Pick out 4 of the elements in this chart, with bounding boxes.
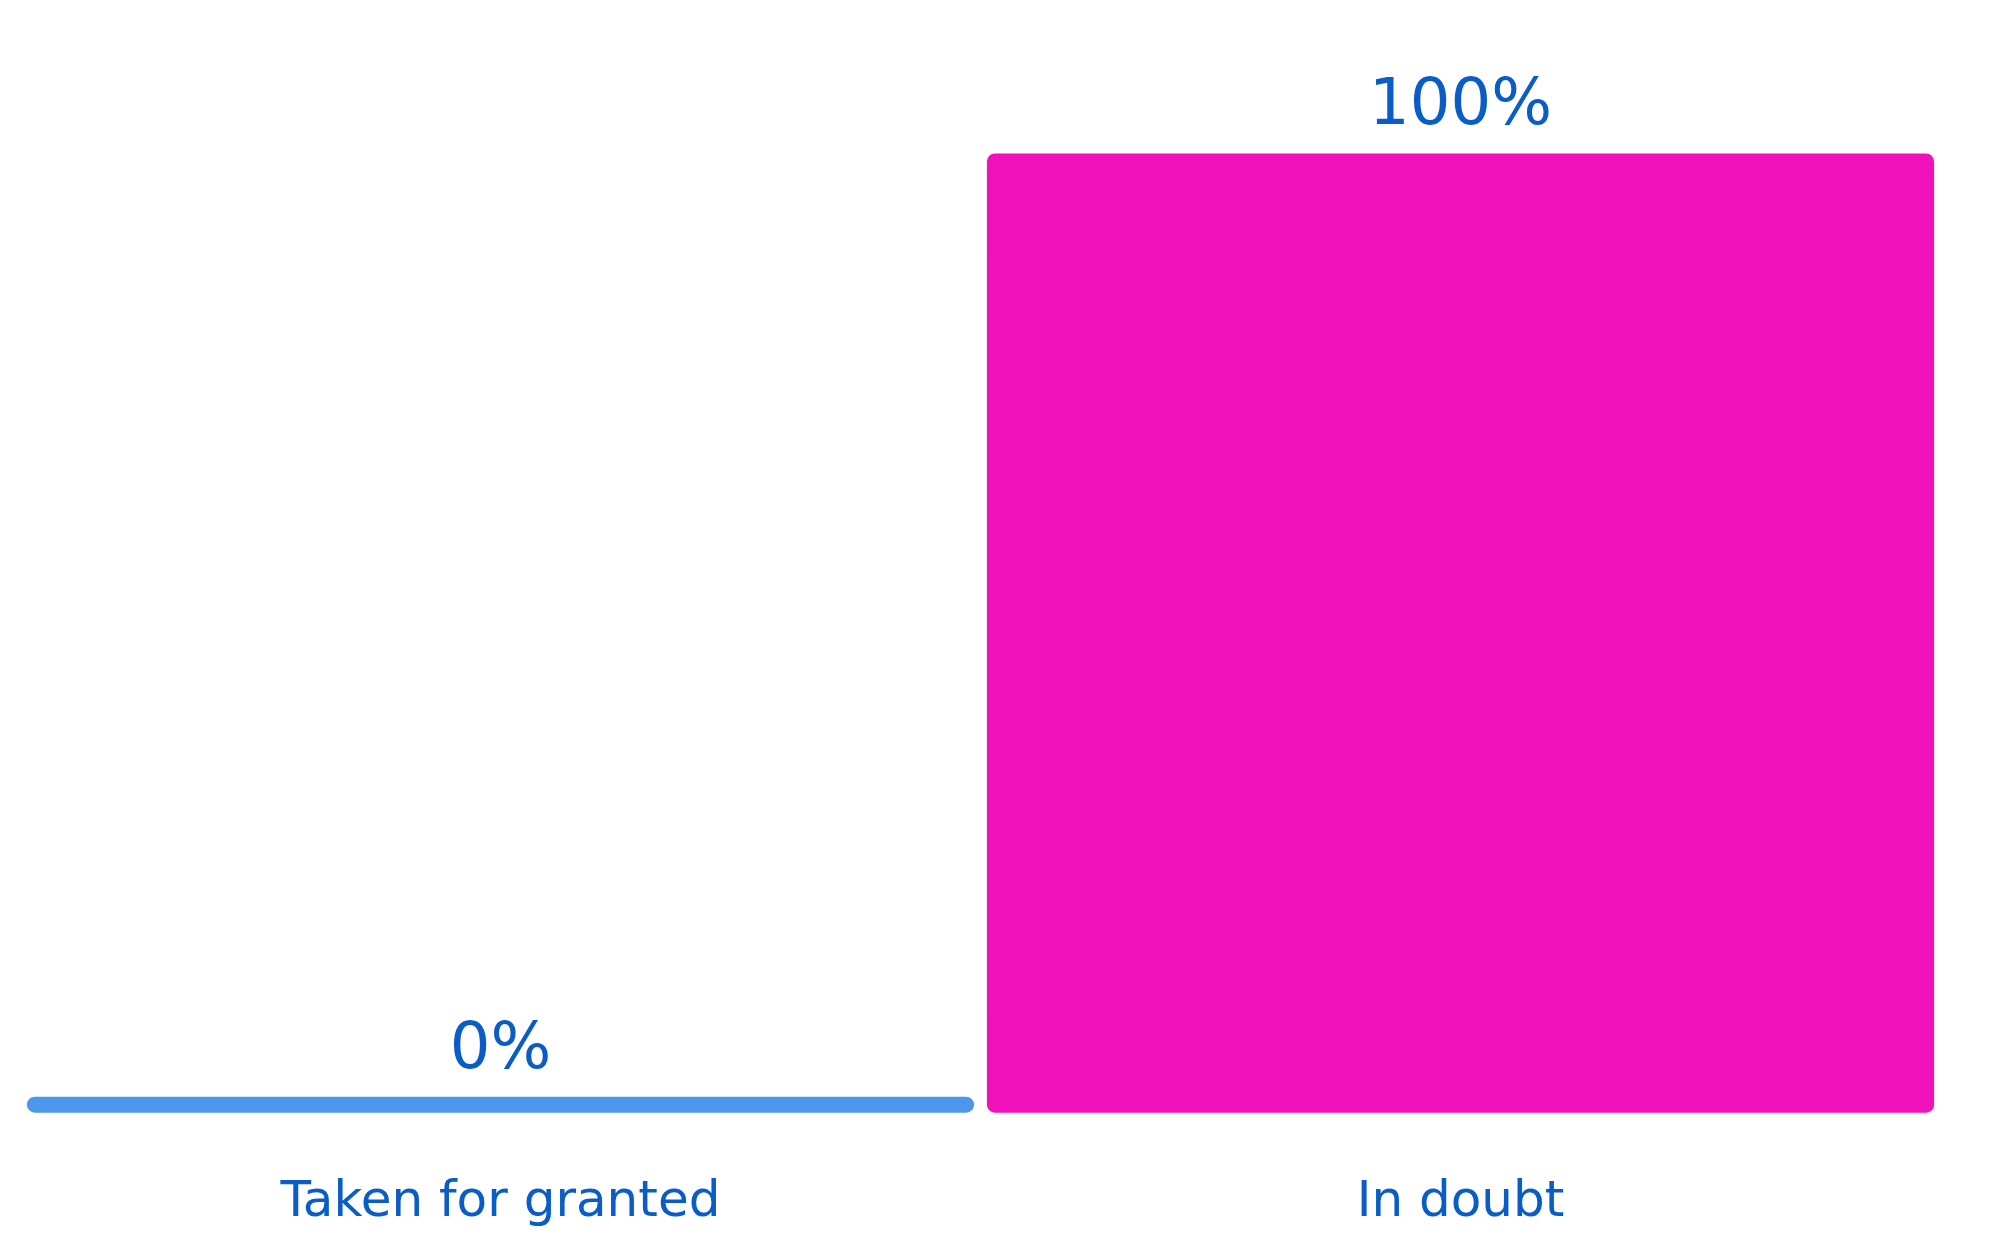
data-label: 100%: [1369, 65, 1552, 140]
x-tick-label: In doubt: [1356, 1169, 1565, 1228]
x-tick-label: Taken for granted: [279, 1169, 721, 1228]
data-label: 0%: [449, 1008, 552, 1083]
